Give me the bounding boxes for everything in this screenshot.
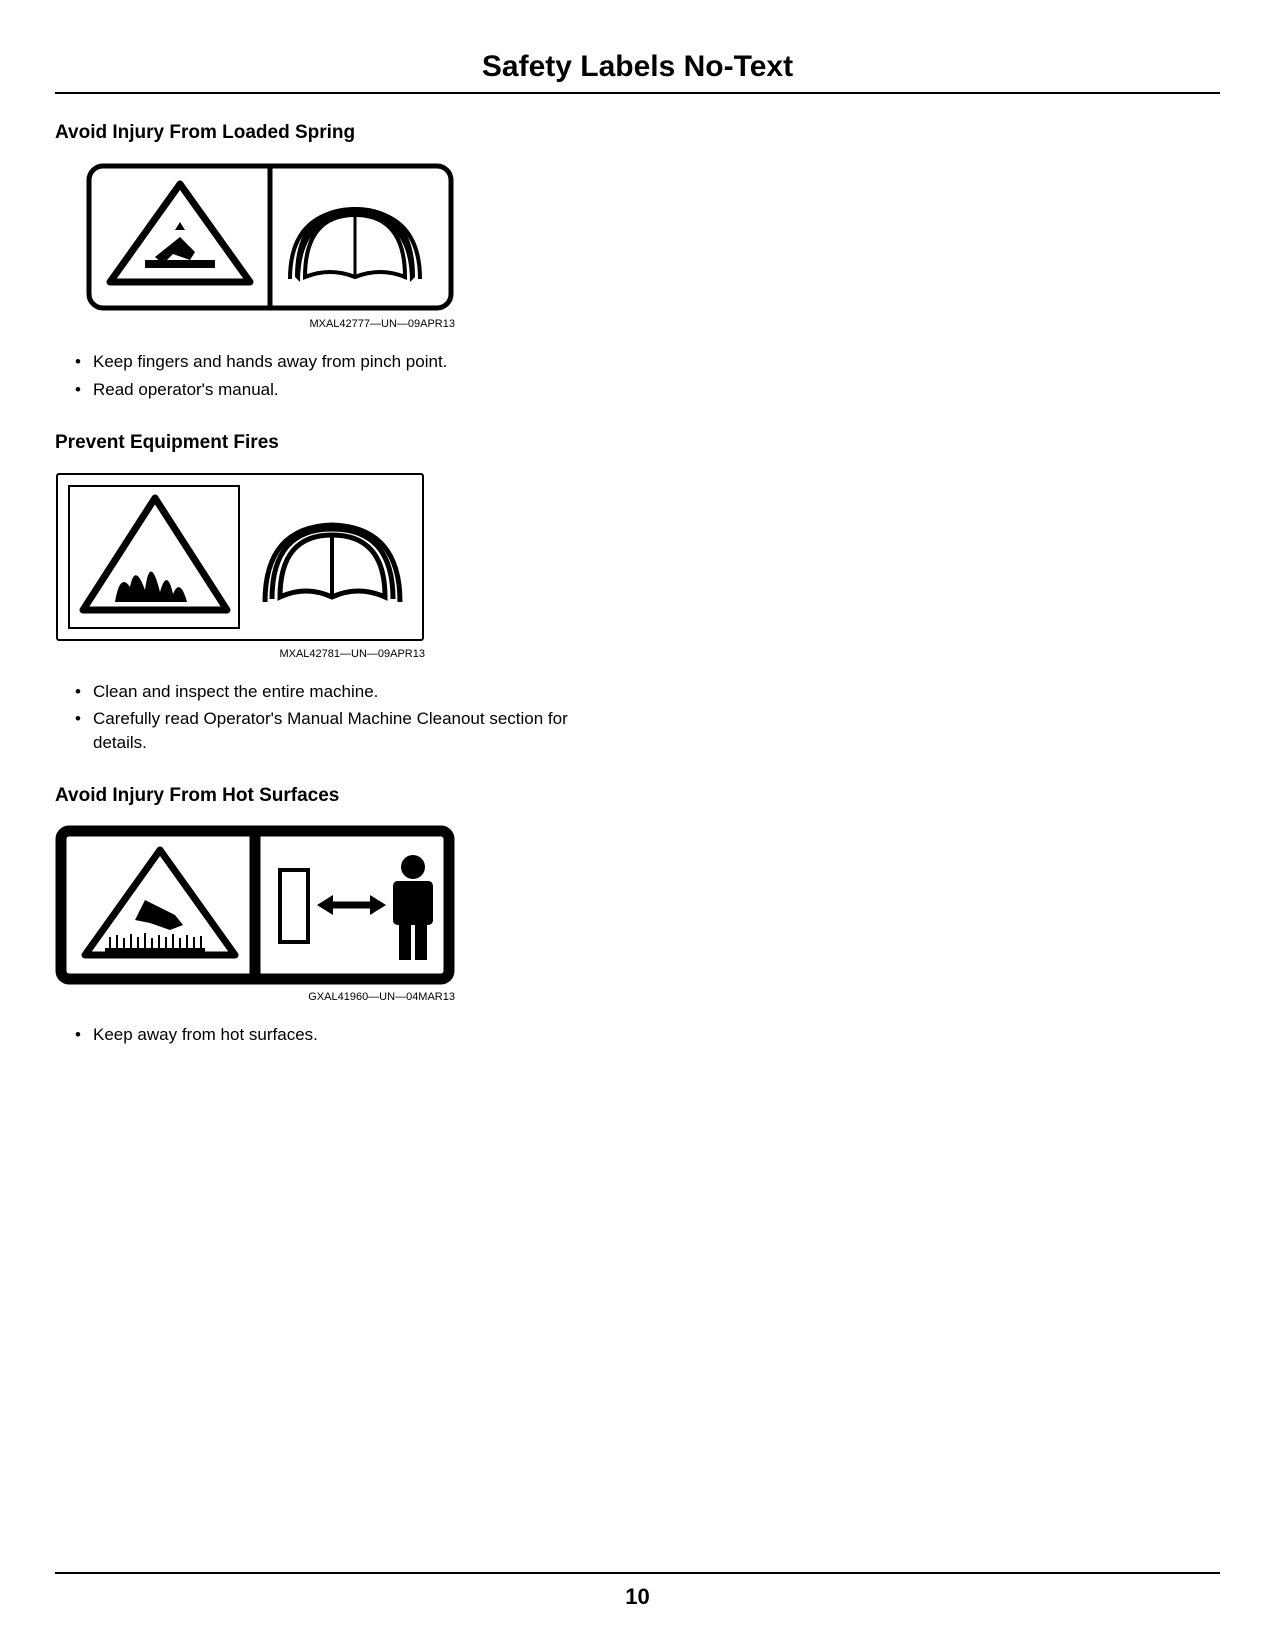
safety-label-hot [55, 825, 615, 985]
figure-caption-1: MXAL42777—UN—09APR13 [55, 318, 455, 330]
section-heading-spring: Avoid Injury From Loaded Spring [55, 122, 615, 144]
section-heading-fires: Prevent Equipment Fires [55, 432, 615, 454]
page-title: Safety Labels No-Text [55, 50, 1220, 94]
list-item: Keep fingers and hands away from pinch p… [75, 350, 615, 374]
list-item: Carefully read Operator's Manual Machine… [75, 707, 615, 755]
list-item: Read operator's manual. [75, 378, 615, 402]
content-column: Avoid Injury From Loaded Spring [55, 122, 615, 1047]
bullet-list-3: Keep away from hot surfaces. [55, 1023, 615, 1047]
list-item: Keep away from hot surfaces. [75, 1023, 615, 1047]
bullet-list-2: Clean and inspect the entire machine. Ca… [55, 680, 615, 755]
bullet-list-1: Keep fingers and hands away from pinch p… [55, 350, 615, 402]
safety-label-fires [55, 472, 615, 642]
page-footer: 10 [55, 1572, 1220, 1610]
page-number: 10 [625, 1584, 649, 1609]
safety-label-spring [85, 162, 615, 312]
figure-caption-2: MXAL42781—UN—09APR13 [55, 648, 425, 660]
section-heading-hot: Avoid Injury From Hot Surfaces [55, 785, 615, 807]
list-item: Clean and inspect the entire machine. [75, 680, 615, 704]
figure-caption-3: GXAL41960—UN—04MAR13 [55, 991, 455, 1003]
